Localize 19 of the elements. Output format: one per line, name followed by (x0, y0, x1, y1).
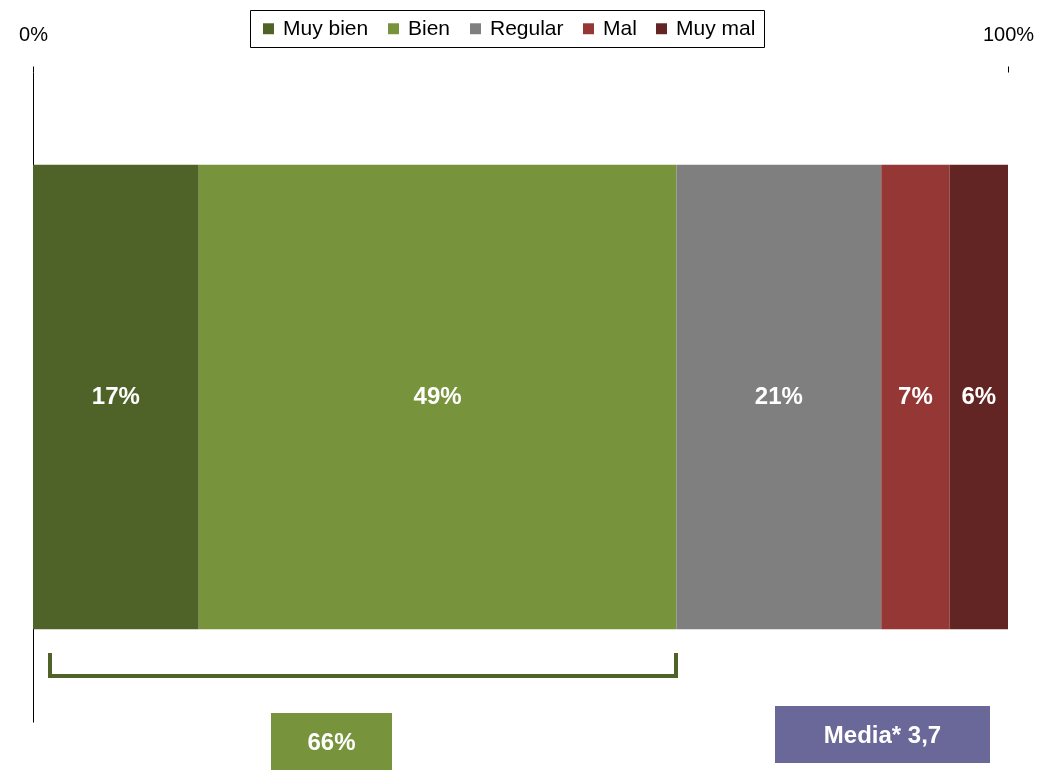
bar (881, 164, 950, 630)
data-label: 17% (91, 382, 140, 409)
legend-label: Regular (490, 15, 564, 39)
legend-label: Muy bien (283, 15, 369, 39)
data-label: 21% (754, 382, 803, 409)
legend-label: Mal (603, 15, 637, 39)
data-label: 6% (961, 382, 997, 409)
legend-label: Bien (408, 15, 451, 39)
bar (949, 164, 1008, 630)
bar (198, 164, 677, 630)
bar (676, 164, 882, 630)
legend-label: Muy mal (676, 15, 756, 39)
x-tick-label: 100% (982, 22, 1035, 45)
bar (33, 164, 199, 630)
text: Media* 3,7 (775, 706, 990, 763)
text: 66% (271, 713, 392, 770)
data-label: 7% (898, 382, 933, 409)
x-tick-label: 0% (19, 22, 49, 45)
data-label: 49% (413, 382, 462, 409)
